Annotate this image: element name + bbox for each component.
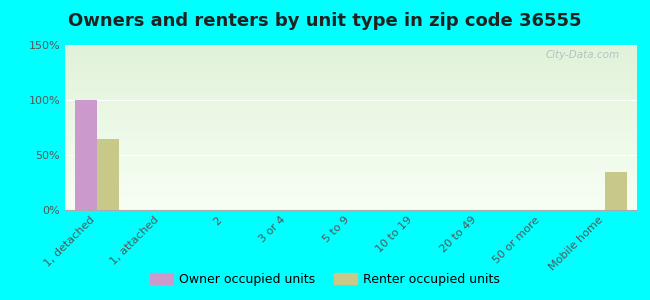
Bar (75, 100, 97, 210)
Text: Owners and renters by unit type in zip code 36555: Owners and renters by unit type in zip c… (68, 12, 582, 30)
Bar (605, 172, 627, 210)
Bar (97, 139, 119, 210)
Text: City-Data.com: City-Data.com (546, 50, 620, 60)
Legend: Owner occupied units, Renter occupied units: Owner occupied units, Renter occupied un… (146, 268, 504, 291)
